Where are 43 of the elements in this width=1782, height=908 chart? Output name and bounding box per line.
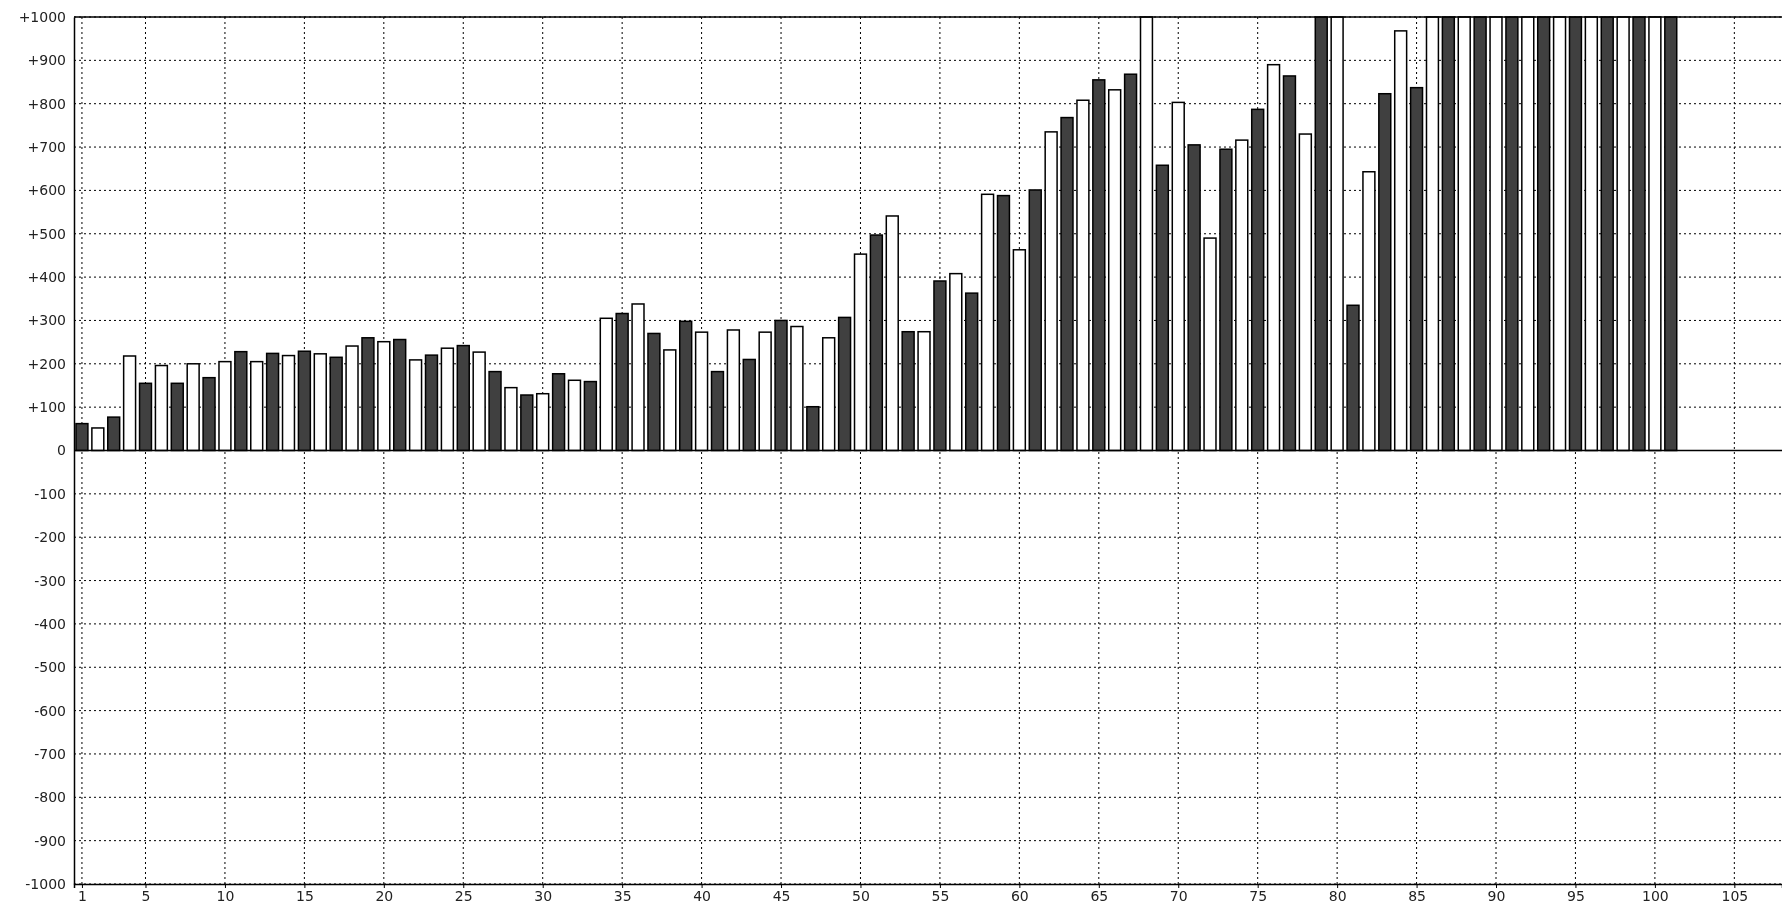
x-tick-label: 90 xyxy=(1487,887,1506,904)
y-tick-label: -100 xyxy=(34,485,66,502)
y-tick-label: +1000 xyxy=(18,8,66,25)
x-tick-label: 15 xyxy=(295,887,314,904)
x-tick-label: 70 xyxy=(1169,887,1188,904)
x-tick-label: 55 xyxy=(931,887,950,904)
y-tick-label: -600 xyxy=(34,702,66,719)
y-tick-label: +600 xyxy=(27,182,66,199)
x-tick-label: 45 xyxy=(772,887,791,904)
x-tick-label: 60 xyxy=(1010,887,1029,904)
x-tick-label: 75 xyxy=(1249,887,1268,904)
y-tick-label: +500 xyxy=(27,225,66,242)
x-tick-label: 5 xyxy=(141,887,151,904)
x-tick-label: 40 xyxy=(693,887,711,904)
y-tick-label: -300 xyxy=(34,572,66,589)
y-tick-label: +700 xyxy=(27,139,66,156)
y-tick-label: -1000 xyxy=(25,875,66,892)
x-tick-label: 85 xyxy=(1408,887,1426,904)
x-tick-label: 105 xyxy=(1721,887,1749,904)
x-tick-label: 35 xyxy=(613,887,632,904)
y-tick-label: 0 xyxy=(57,442,66,459)
x-tick-label: 65 xyxy=(1090,887,1109,904)
y-tick-label: +800 xyxy=(27,95,66,112)
x-tick-label: 1 xyxy=(77,887,87,904)
x-tick-label: 25 xyxy=(454,887,473,904)
x-tick-label: 50 xyxy=(852,887,870,904)
y-tick-label: +300 xyxy=(27,312,66,329)
x-tick-label: 95 xyxy=(1567,887,1585,904)
y-tick-label: +900 xyxy=(27,52,66,69)
x-tick-label: 20 xyxy=(375,887,394,904)
y-tick-label: +200 xyxy=(27,355,66,372)
x-tick-label: 80 xyxy=(1328,887,1347,904)
x-tick-label: 30 xyxy=(534,887,553,904)
y-tick-label: +400 xyxy=(27,269,66,286)
y-tick-label: -900 xyxy=(34,832,66,849)
y-tick-label: -400 xyxy=(34,615,66,632)
y-tick-label: +100 xyxy=(27,399,66,416)
y-tick-label: -500 xyxy=(34,659,66,676)
y-tick-label: -700 xyxy=(34,745,66,762)
x-tick-label: 100 xyxy=(1642,887,1669,904)
y-tick-label: -200 xyxy=(34,529,66,546)
y-tick-label: -800 xyxy=(34,789,66,806)
x-tick-label: 10 xyxy=(216,887,235,904)
